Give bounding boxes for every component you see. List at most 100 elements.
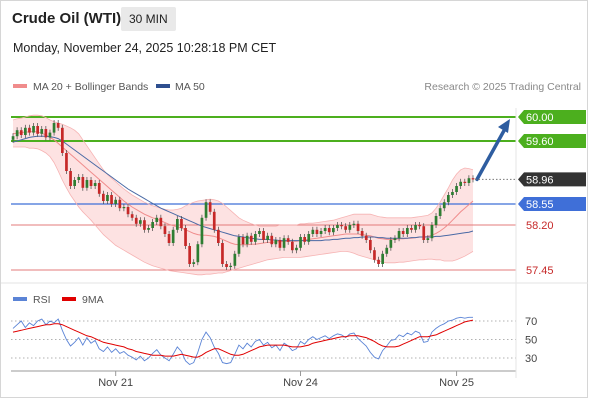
candle-95	[401, 231, 405, 234]
candle-18	[85, 180, 89, 188]
x-tick-label-0: Nov 21	[98, 377, 133, 389]
candle-15	[73, 180, 76, 186]
candle-67	[286, 238, 290, 242]
candle-33	[147, 228, 150, 230]
candle-22	[102, 193, 105, 201]
bollinger-band-layer	[13, 115, 473, 275]
candle-57	[245, 235, 249, 245]
ma20-legend-swatch	[13, 84, 27, 88]
candle-9	[48, 132, 52, 138]
candle-8	[44, 129, 48, 138]
rsi-pane: 70 50 30	[11, 316, 537, 366]
level-label-3: 58.20	[526, 220, 554, 232]
bollinger-lower-line	[13, 146, 474, 276]
candle-4	[28, 127, 31, 133]
target-arrow-layer	[475, 119, 510, 182]
candle-64	[274, 240, 278, 245]
instrument-title: Crude Oil (WTI)	[12, 10, 122, 27]
level-label-box-0	[518, 110, 586, 124]
candle-39	[171, 229, 175, 243]
candle-2	[19, 130, 23, 135]
level-label-2: 58.55	[526, 199, 554, 211]
candle-32	[143, 220, 146, 230]
rsi-legend-swatch	[13, 297, 27, 301]
candle-75	[319, 231, 323, 234]
candle-52	[225, 264, 228, 267]
candle-111	[467, 178, 471, 183]
candle-41	[180, 219, 183, 228]
candle-61	[262, 231, 265, 240]
ma20-legend-label: MA 20 + Bollinger Bands	[33, 81, 148, 93]
candle-47	[204, 202, 208, 218]
timeframe-badge[interactable]: 30 MIN	[121, 7, 176, 31]
candle-24	[110, 195, 113, 204]
candle-1	[15, 130, 19, 137]
candle-88	[373, 250, 376, 260]
candle-107	[451, 192, 454, 195]
rsi-tick-label-1: 50	[525, 335, 537, 347]
rsi-ma-line	[12, 319, 474, 358]
candle-3	[24, 127, 27, 135]
chart-header: Crude Oil (WTI) 30 MIN	[0, 0, 590, 38]
candle-46	[200, 217, 204, 245]
rsi-ma-legend-swatch	[62, 297, 76, 301]
level-label-box-2	[518, 197, 586, 211]
candle-59	[254, 234, 257, 242]
x-axis-ticks: Nov 21 Nov 24 Nov 25	[98, 371, 474, 389]
bollinger-band-fill	[13, 115, 473, 275]
candle-21	[97, 183, 101, 194]
candle-108	[455, 186, 458, 192]
candle-109	[459, 181, 462, 186]
candle-50	[217, 229, 220, 243]
candle-65	[278, 240, 282, 248]
candle-99	[418, 225, 421, 227]
rsi-line	[12, 316, 473, 366]
candle-100	[422, 226, 426, 240]
level-labels-layer: 60.00 59.60 58.55 58.20 57.45 58.96	[475, 110, 586, 277]
candle-79	[336, 225, 339, 228]
candle-83	[352, 223, 356, 225]
candle-89	[377, 259, 380, 264]
candle-73	[311, 229, 315, 234]
candle-105	[442, 202, 446, 209]
candle-74	[315, 229, 319, 234]
candle-35	[155, 217, 159, 222]
candle-92	[389, 240, 393, 248]
candle-71	[303, 237, 306, 242]
candle-97	[410, 228, 413, 230]
candles-layer	[11, 120, 475, 270]
candle-16	[77, 177, 81, 180]
level-label-0: 60.00	[526, 112, 554, 124]
candle-43	[188, 246, 191, 264]
candle-51	[221, 243, 224, 264]
candle-90	[381, 253, 384, 264]
ma50-legend-label: MA 50	[175, 81, 205, 93]
candle-26	[118, 199, 122, 209]
candle-94	[397, 231, 401, 239]
candle-106	[447, 195, 450, 203]
candle-48	[208, 202, 212, 212]
x-tick-label-1: Nov 24	[283, 377, 318, 389]
candle-23	[106, 195, 109, 201]
candle-0	[11, 136, 15, 140]
candle-6	[36, 126, 39, 134]
candle-31	[139, 220, 142, 224]
level-label-box-1	[518, 134, 586, 148]
candle-38	[167, 234, 171, 243]
candle-13	[65, 153, 68, 171]
candle-36	[159, 217, 163, 227]
candle-37	[163, 226, 167, 234]
candle-12	[61, 127, 64, 153]
candle-53	[229, 265, 232, 267]
candle-56	[241, 237, 245, 245]
candle-70	[299, 237, 302, 248]
chart-datetime: Monday, November 24, 2025 10:28:18 PM CE…	[13, 41, 277, 55]
candle-87	[369, 240, 372, 251]
candle-98	[414, 225, 417, 230]
candle-17	[81, 177, 85, 188]
candle-28	[126, 207, 130, 215]
candle-96	[406, 228, 409, 234]
candle-40	[176, 219, 179, 230]
candle-76	[323, 228, 327, 231]
